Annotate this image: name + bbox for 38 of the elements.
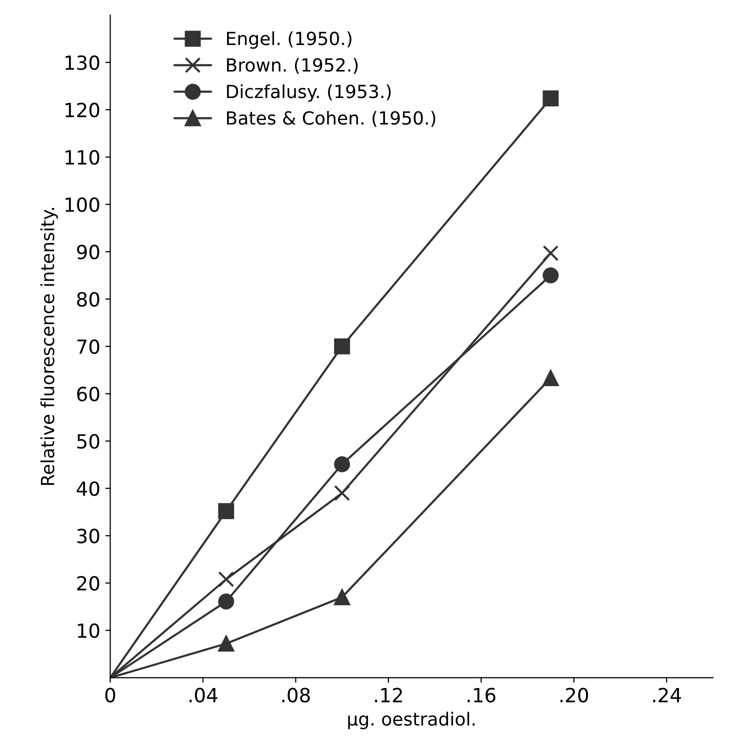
point [542,267,559,284]
point [218,571,234,588]
point [334,485,350,502]
point [218,503,234,520]
x-tick-label: .08 [282,688,310,702]
point [334,589,350,606]
y-tick-label: 80 [77,292,100,307]
point [542,90,559,106]
y-tick-label: 110 [66,150,100,165]
y-axis-title: Relative fluorescence intensity. [40,208,58,485]
x-tick-label: .20 [560,688,588,702]
y-tick-label: 70 [77,339,100,354]
legend-label: Bates & Cohen. (1950.) [227,110,436,127]
y-tick-label: 130 [66,55,100,70]
x-tick-label: .12 [375,688,402,702]
y-tick-label: 60 [77,386,100,402]
x-tick-label: .16 [468,688,496,702]
y-tick-label: 120 [66,102,100,118]
y-tick-label: 10 [78,623,100,638]
x-tick-label: 0 [105,688,116,702]
legend-label: Brown. (1952.) [227,58,358,74]
point [542,245,559,262]
y-tick-label: 50 [77,434,100,449]
point [542,370,559,386]
point [334,456,350,472]
x-axis-title: µg. oestradiol. [348,712,475,730]
x-tick-label: .04 [190,688,218,702]
x-tick-label: .24 [653,688,681,702]
point [334,338,350,354]
y-tick-label: 30 [77,528,100,544]
y-tick-label: 100 [66,197,100,212]
point [218,594,234,610]
y-tick-label: 40 [76,481,100,496]
y-tick-label: 20 [77,576,100,591]
point [218,636,234,652]
legend-label: Diczfalusy. (1953.) [227,84,391,102]
y-tick-label: 90 [77,244,100,260]
legend-label: Engel. (1950.) [227,31,352,49]
